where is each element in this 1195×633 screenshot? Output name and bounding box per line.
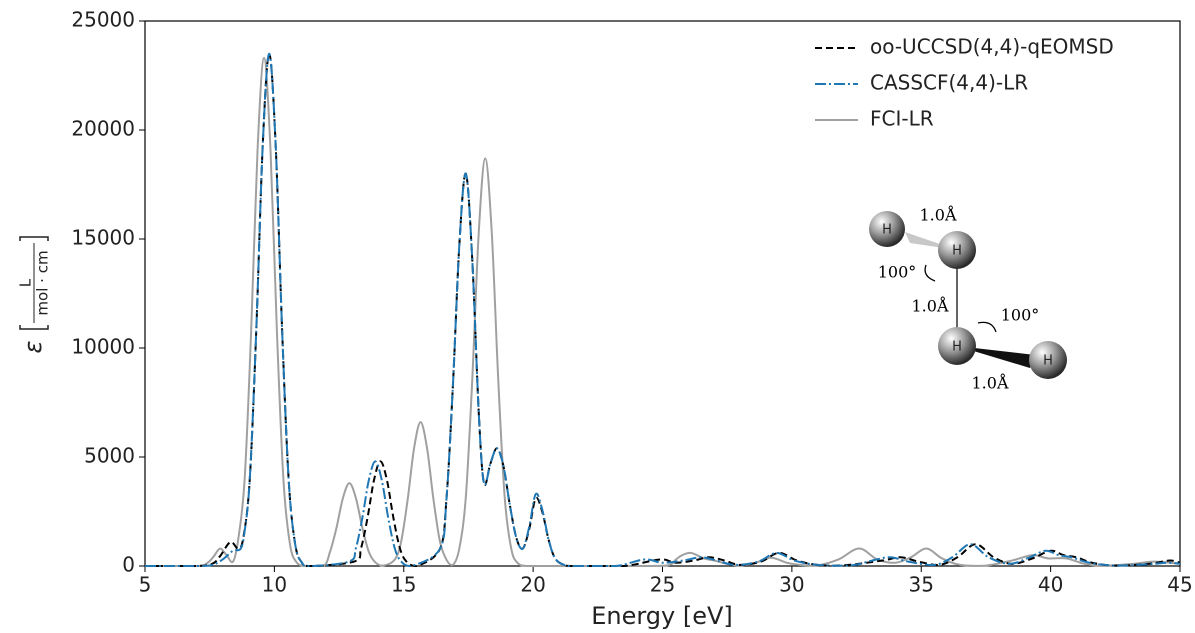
x-tick-label: 25 [650,573,675,597]
annotation: 100° [878,263,917,282]
x-tick-label: 30 [779,573,804,597]
legend-label: CASSCF(4,4)-LR [870,71,1028,95]
y-tick-label: 0 [122,553,135,577]
atom-label: H [952,244,962,259]
x-tick-label: 40 [1038,573,1063,597]
y-unit-numerator: L [17,278,35,287]
atom [1029,341,1067,379]
annotation: 1.0Å [972,373,1009,393]
x-tick-label: 45 [1167,573,1192,597]
angle-arc [924,264,936,282]
y-axis-label: ε L mol · cm [17,236,52,353]
x-tick-label: 15 [391,573,416,597]
annotation: 1.0Å [912,296,949,316]
y-axis-symbol: ε [19,340,47,353]
atom [869,211,905,247]
annotation: 100° [1001,306,1040,325]
x-tick-label: 10 [262,573,287,597]
plot-frame [144,20,1181,567]
line-series [144,57,1181,568]
y-unit-denominator: mol · cm [34,250,52,315]
y-tick-label: 10000 [71,335,135,359]
x-tick-label: 35 [909,573,934,597]
legend-label: FCI-LR [870,107,934,131]
atom-label: H [1043,354,1053,369]
annotation: 1.0Å [920,205,957,225]
x-tick-label: 5 [139,573,152,597]
x-axis-label: Energy [eV] [591,602,733,630]
atom-label: H [952,340,962,355]
molecule-diagram: H H H H 1.0Å 100° 1.0Å 100° 1.0Å [869,205,1067,393]
atom [938,231,976,269]
wedge-bond [957,346,1035,368]
y-tick-label: 5000 [84,444,135,468]
atom [938,327,976,365]
x-tick-label: 20 [520,573,545,597]
angle-arc [977,321,997,333]
bracket [19,236,49,330]
atom-label: H [882,223,892,238]
legend-label: oo-UCCSD(4,4)-qEOMSD [870,35,1114,59]
y-tick-label: 20000 [71,117,135,141]
y-tick-label: 15000 [71,226,135,250]
y-tick-label: 25000 [71,8,135,32]
